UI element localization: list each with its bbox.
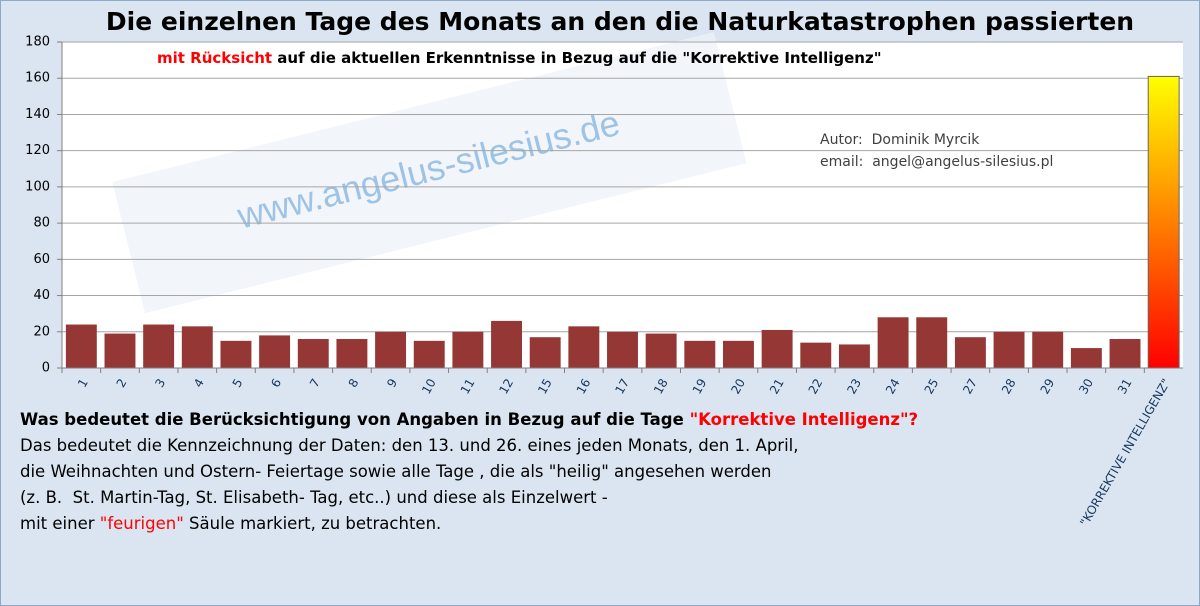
explanation-line: die Weihnachten und Ostern- Feiertage so…	[20, 462, 772, 481]
bar	[684, 340, 716, 368]
chart-title: Die einzelnen Tage des Monats an den die…	[106, 7, 1134, 36]
bar	[1032, 331, 1064, 368]
annotation: Autor: Dominik Myrcik	[820, 132, 980, 148]
bar	[259, 335, 291, 368]
x-tick-label: 31	[1115, 376, 1135, 396]
x-tick-label: 15	[535, 376, 555, 396]
x-tick-label: 21	[767, 376, 787, 396]
x-tick-label: 23	[844, 376, 864, 396]
bar	[1109, 339, 1141, 368]
bar	[529, 337, 561, 368]
x-tick-label: 10	[419, 376, 439, 396]
x-tick-label: 30	[1076, 376, 1096, 396]
y-tick-label: 40	[33, 288, 50, 303]
bar	[413, 340, 445, 368]
x-tick-label: 11	[458, 376, 478, 396]
explanation-part: Das bedeutet die Kennzeichnung der Daten…	[20, 436, 799, 455]
bar	[297, 339, 329, 368]
bar	[761, 329, 793, 368]
y-tick-label: 120	[25, 143, 50, 158]
bar	[491, 320, 522, 368]
explanation-part: "feurigen"	[100, 514, 184, 533]
annotation: email: angel@angelus-silesius.pl	[820, 154, 1053, 170]
y-tick-label: 80	[33, 216, 50, 231]
explanation-line: Das bedeutet die Kennzeichnung der Daten…	[20, 436, 799, 455]
bar	[607, 331, 638, 368]
bar	[336, 339, 368, 368]
bar	[375, 331, 407, 368]
x-tick-label: 27	[960, 376, 980, 396]
bar	[838, 344, 870, 368]
y-tick-label: 60	[33, 252, 50, 267]
explanation-part: Säule markiert, zu betrachten.	[184, 514, 441, 533]
bar	[1147, 75, 1180, 369]
x-tick-label: 28	[999, 376, 1019, 396]
bar	[1070, 348, 1102, 368]
y-tick-label: 180	[25, 35, 50, 50]
explanation-part: "Korrektive Intelligenz"?	[690, 410, 919, 429]
subtitle-part: auf die aktuellen Erkenntnisse in Bezug …	[272, 49, 881, 67]
x-tick-label: 18	[651, 376, 671, 396]
x-tick-label: 19	[690, 376, 710, 396]
explanation-part: die Weihnachten und Ostern- Feiertage so…	[20, 462, 772, 481]
bar	[220, 340, 252, 368]
bar	[877, 317, 909, 368]
y-tick-label: 160	[25, 71, 50, 86]
explanation-part: (z. B. St. Martin-Tag, St. Elisabeth- Ta…	[20, 488, 608, 507]
y-tick-label: 0	[42, 361, 50, 376]
bar	[723, 340, 754, 368]
explanation-line: Was bedeutet die Berücksichtigung von An…	[20, 410, 918, 429]
x-tick-label: 25	[922, 376, 942, 396]
y-tick-label: 100	[25, 179, 50, 194]
x-tick-label: 20	[728, 376, 748, 396]
x-tick-label: 24	[883, 376, 903, 396]
x-tick-label: 17	[612, 376, 632, 396]
bar	[143, 324, 175, 368]
bar	[954, 337, 986, 368]
y-tick-label: 140	[25, 107, 50, 122]
watermark-box	[112, 32, 747, 314]
bar	[916, 317, 948, 368]
bar	[645, 333, 677, 368]
bar	[800, 342, 832, 368]
bar	[568, 326, 600, 368]
explanation-part: Was bedeutet die Berücksichtigung von An…	[20, 410, 690, 429]
subtitle-part: mit Rücksicht	[157, 49, 272, 67]
explanation-part: mit einer	[20, 514, 100, 533]
explanation-line: mit einer "feurigen" Säule markiert, zu …	[20, 514, 441, 533]
bar	[993, 331, 1025, 368]
explanation-line: (z. B. St. Martin-Tag, St. Elisabeth- Ta…	[20, 488, 608, 507]
y-tick-label: 20	[33, 324, 50, 339]
x-tick-label: 29	[1038, 376, 1058, 396]
x-tick-label: 22	[806, 376, 826, 396]
bar	[452, 331, 484, 368]
x-tick-label: 12	[496, 376, 516, 396]
chart-subtitle: mit Rücksicht auf die aktuellen Erkenntn…	[157, 49, 882, 67]
bar	[181, 326, 213, 368]
bar	[65, 324, 97, 368]
x-tick-label: 16	[574, 376, 594, 396]
bar	[104, 333, 136, 368]
